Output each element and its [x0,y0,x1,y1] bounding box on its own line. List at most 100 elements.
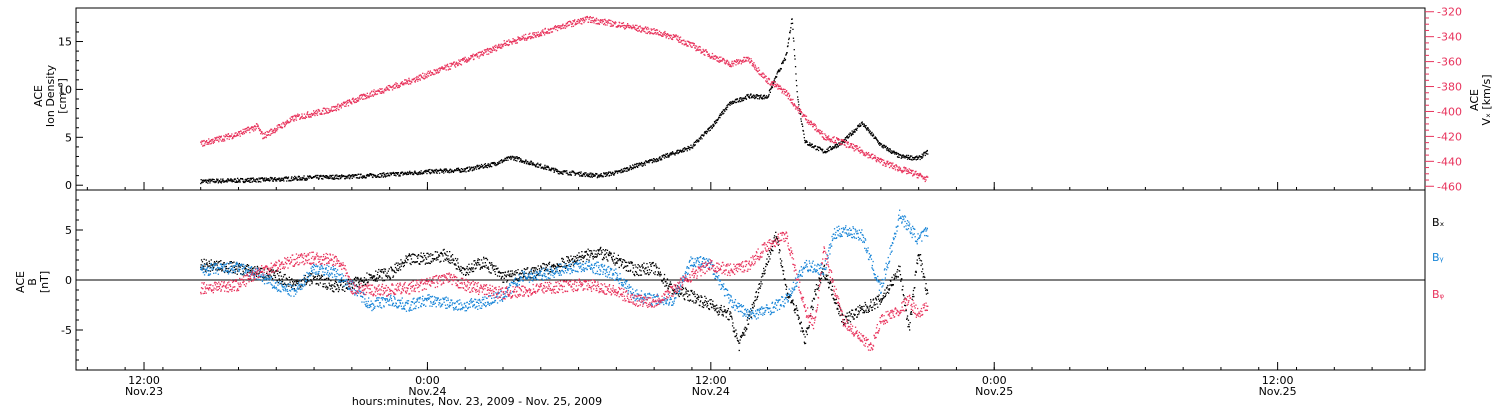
density-point [800,120,802,122]
density-point [687,145,689,148]
density-point [438,169,440,172]
density-point [528,163,531,166]
bx-point [498,271,500,274]
density-point [784,59,787,61]
vx-point [313,110,315,112]
vx-point [253,125,256,128]
vx-point [582,20,584,22]
vx-point [768,78,771,80]
bx-point [738,349,740,352]
bx-point [229,269,232,271]
density-point [767,96,769,98]
density-point [225,180,227,183]
vx-point [772,84,774,86]
density-point [352,175,354,178]
density-point [696,139,698,141]
vx-point [620,25,622,27]
vx-point [456,63,458,65]
density-point [527,163,530,165]
density-point [815,145,817,147]
density-point [537,162,539,164]
vx-point [397,84,400,87]
bx-point [572,262,574,264]
density-point [488,164,490,167]
density-point [589,174,591,176]
vx-point [577,20,579,23]
density-point [760,96,762,98]
density-point [265,177,267,179]
bx-point [456,259,458,262]
bx-point [774,239,776,241]
density-point [540,163,542,165]
bx-point [627,270,630,272]
density-point [246,180,248,182]
vx-point [490,51,492,54]
vx-point [819,129,821,132]
bx-point [277,282,279,284]
density-point [524,161,526,163]
bx-point [764,269,766,271]
bx-point [431,258,434,260]
vx-point [685,42,687,44]
density-point [431,170,434,172]
vx-point [631,28,633,30]
density-point [812,146,815,148]
vx-point [254,129,256,131]
vx-point [654,29,656,31]
bx-point [656,266,658,268]
bx-point [309,284,311,286]
vx-point [279,126,282,128]
density-point [795,73,797,75]
vx-point [207,143,209,145]
density-point [808,144,810,146]
vx-point [425,75,427,78]
bx-point [727,318,729,320]
vx-point [647,26,649,29]
density-point [630,166,632,168]
density-point [571,171,573,173]
density-point [711,127,713,130]
density-point [906,154,908,156]
bx-point [256,265,259,268]
bx-point [522,277,524,279]
vx-point [214,137,216,139]
bx-point [589,256,591,258]
density-point [776,73,778,75]
density-point [329,175,332,177]
bx-point [598,250,600,252]
vx-point [517,39,519,41]
vx-point [814,129,816,131]
bx-point [744,334,746,336]
vx-point [444,68,446,70]
bx-point [791,302,793,304]
density-point [552,167,554,169]
density-point [251,181,253,183]
density-point [668,154,671,156]
density-point [720,114,722,117]
bx-point [553,265,555,267]
vx-point [893,165,896,167]
density-point [665,153,667,155]
bx-point [345,287,347,289]
vx-point [466,61,468,63]
density-point [744,98,746,100]
density-point [266,179,268,181]
bx-point [369,274,371,276]
bx-point [336,284,339,286]
density-point [666,156,668,158]
vx-point [501,44,504,46]
vx-point [325,109,327,111]
bx-point [778,252,780,254]
bx-point [386,272,388,274]
density-point [871,131,873,134]
bx-point [585,251,587,253]
bx-point [602,259,604,261]
bx-point [797,314,799,317]
vx-point [587,17,589,19]
vx-point [615,22,617,24]
bx-point [229,261,231,263]
density-point [875,137,877,139]
density-point [701,138,703,140]
density-point [614,170,616,172]
vx-point [754,68,756,70]
